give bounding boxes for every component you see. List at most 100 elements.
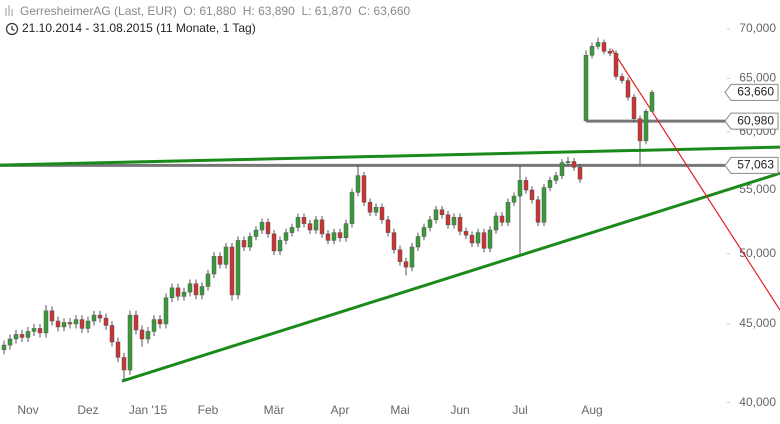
candle-body xyxy=(223,246,229,265)
candle-body xyxy=(241,240,247,248)
candle-body xyxy=(613,53,619,77)
candle-body xyxy=(283,232,289,241)
candle-body xyxy=(265,222,271,235)
candle-body xyxy=(499,215,505,223)
x-tick-label: Dez xyxy=(77,403,98,417)
candle-body xyxy=(571,161,577,168)
candle-body xyxy=(193,283,199,296)
candle-body xyxy=(55,320,61,328)
candle-body xyxy=(463,231,469,236)
candle-body xyxy=(343,223,349,239)
candle-body xyxy=(313,219,319,231)
candle-body xyxy=(583,55,589,122)
candle-body xyxy=(625,80,631,98)
candle-body xyxy=(547,180,553,188)
candle-body xyxy=(19,334,25,338)
candle-body xyxy=(295,217,301,228)
candle-body xyxy=(325,233,331,241)
candle-body xyxy=(601,42,607,52)
candle-body xyxy=(427,219,433,228)
candle-body xyxy=(79,319,85,329)
candle-body xyxy=(403,261,409,268)
candle-body xyxy=(451,217,457,226)
clock-icon xyxy=(5,22,19,36)
candle-body xyxy=(397,249,403,262)
x-tick-label: Mai xyxy=(390,403,409,417)
candle-body xyxy=(277,240,283,252)
candle-body xyxy=(349,192,355,224)
candle-body xyxy=(211,256,217,275)
price-marker xyxy=(724,83,779,101)
candle-body xyxy=(379,206,385,221)
candle-body xyxy=(619,76,625,81)
x-tick-label: Feb xyxy=(198,403,219,417)
candle-body xyxy=(505,202,511,223)
candle-body xyxy=(229,246,235,296)
candle-body xyxy=(235,240,241,296)
candle-body xyxy=(97,314,103,319)
candle-body xyxy=(145,331,151,340)
chart-title: GerresheimerAG (Last, EUR) O: 61,880 H: … xyxy=(20,4,411,18)
candle-body xyxy=(271,233,277,252)
x-tick-label: Jan '15 xyxy=(129,403,168,417)
candle-body xyxy=(439,209,445,215)
y-tick-label: 50,000 xyxy=(739,246,776,260)
candle-body xyxy=(289,227,295,233)
price-marker-label: 57,063 xyxy=(737,158,774,172)
candle-body xyxy=(553,175,559,181)
candle-body xyxy=(481,232,487,249)
candle-body xyxy=(13,334,19,340)
candle-body xyxy=(253,229,259,237)
x-tick-label: Mär xyxy=(264,403,285,417)
x-tick-label: Jun xyxy=(450,403,469,417)
candle-body xyxy=(259,222,265,231)
trend-line xyxy=(0,145,780,167)
candle-body xyxy=(475,232,481,244)
price-marker-label: 60,980 xyxy=(737,113,774,127)
y-tick-label: 40,000 xyxy=(739,395,776,409)
candle-body xyxy=(649,92,655,112)
candle-body xyxy=(367,202,373,213)
candle-body xyxy=(517,180,523,197)
candle-body xyxy=(529,189,535,201)
price-marker-label: 63,660 xyxy=(737,85,774,99)
candle-body xyxy=(103,317,109,326)
candle-body xyxy=(109,325,115,343)
candle-body xyxy=(457,217,463,232)
candle-body xyxy=(373,206,379,213)
candle-body xyxy=(565,161,571,163)
candle-body xyxy=(61,322,67,328)
candle-body xyxy=(385,219,391,233)
candle-body xyxy=(535,199,541,223)
candle-body xyxy=(115,341,121,358)
x-tick-label: Apr xyxy=(331,403,350,417)
trend-line xyxy=(121,171,780,383)
price-marker xyxy=(724,112,779,130)
candle-body xyxy=(577,167,583,180)
candle-body xyxy=(187,283,193,293)
candle-body xyxy=(199,286,205,296)
candle-body xyxy=(445,214,451,226)
logo-icon xyxy=(5,5,13,16)
x-tick-label: Nov xyxy=(17,403,38,417)
candle-body xyxy=(607,51,613,54)
candle-body xyxy=(337,232,343,239)
candle-body xyxy=(247,236,253,248)
candle-body xyxy=(493,215,499,231)
candle-body xyxy=(121,357,127,371)
candle-body xyxy=(169,287,175,299)
candle-body xyxy=(433,209,439,221)
candle-body xyxy=(391,232,397,250)
candle-body xyxy=(163,297,169,325)
candle-body xyxy=(133,314,139,331)
candle-body xyxy=(43,310,49,334)
candle-body xyxy=(175,287,181,297)
candle-body xyxy=(31,328,37,332)
candle-body xyxy=(49,310,55,322)
candle-body xyxy=(361,175,367,203)
candle-body xyxy=(637,118,643,142)
candle-body xyxy=(301,217,307,224)
price-marker xyxy=(724,156,779,174)
candle-body xyxy=(541,187,547,223)
candle-body xyxy=(643,111,649,142)
